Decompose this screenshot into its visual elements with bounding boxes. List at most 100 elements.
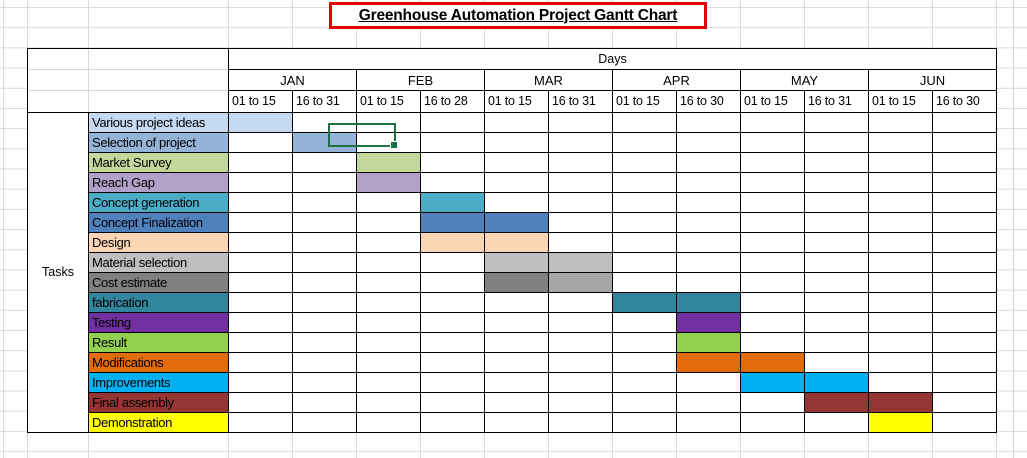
range-header-cell[interactable]: 16 to 30 <box>677 91 741 113</box>
gantt-empty-cell[interactable] <box>421 253 485 273</box>
gantt-empty-cell[interactable] <box>357 253 421 273</box>
gantt-empty-cell[interactable] <box>549 133 613 153</box>
gantt-empty-cell[interactable] <box>293 353 357 373</box>
range-header-cell[interactable]: 16 to 31 <box>805 91 869 113</box>
gantt-empty-cell[interactable] <box>229 173 293 193</box>
range-header-cell[interactable]: 16 to 30 <box>933 91 997 113</box>
gantt-bar-cell[interactable] <box>613 293 677 313</box>
gantt-empty-cell[interactable] <box>933 273 997 293</box>
gantt-empty-cell[interactable] <box>421 173 485 193</box>
task-name-cell[interactable]: Selection of project <box>89 133 229 153</box>
range-header-cell[interactable]: 16 to 28 <box>421 91 485 113</box>
gantt-empty-cell[interactable] <box>229 333 293 353</box>
gantt-bar-cell[interactable] <box>421 213 485 233</box>
gantt-empty-cell[interactable] <box>485 173 549 193</box>
range-header-cell[interactable]: 01 to 15 <box>869 91 933 113</box>
month-header-cell-mar[interactable]: MAR <box>485 70 613 91</box>
gantt-empty-cell[interactable] <box>805 353 869 373</box>
gantt-empty-cell[interactable] <box>933 333 997 353</box>
gantt-bar-cell[interactable] <box>357 153 421 173</box>
task-name-cell[interactable]: Demonstration <box>89 413 229 433</box>
gantt-empty-cell[interactable] <box>677 113 741 133</box>
gantt-empty-cell[interactable] <box>229 293 293 313</box>
gantt-empty-cell[interactable] <box>229 353 293 373</box>
gantt-bar-cell[interactable] <box>485 213 549 233</box>
gantt-bar-cell[interactable] <box>869 393 933 413</box>
gantt-empty-cell[interactable] <box>741 253 805 273</box>
gantt-empty-cell[interactable] <box>869 133 933 153</box>
gantt-empty-cell[interactable] <box>485 133 549 153</box>
task-name-cell[interactable]: Result <box>89 333 229 353</box>
gantt-empty-cell[interactable] <box>293 113 357 133</box>
gantt-empty-cell[interactable] <box>933 393 997 413</box>
gantt-empty-cell[interactable] <box>869 113 933 133</box>
gantt-empty-cell[interactable] <box>613 333 677 353</box>
task-name-cell[interactable]: fabrication <box>89 293 229 313</box>
gantt-empty-cell[interactable] <box>613 233 677 253</box>
gantt-empty-cell[interactable] <box>549 293 613 313</box>
gantt-empty-cell[interactable] <box>549 173 613 193</box>
gantt-empty-cell[interactable] <box>933 193 997 213</box>
month-header-cell-jun[interactable]: JUN <box>869 70 997 91</box>
gantt-bar-cell[interactable] <box>485 233 549 253</box>
gantt-empty-cell[interactable] <box>549 313 613 333</box>
gantt-empty-cell[interactable] <box>357 293 421 313</box>
gantt-empty-cell[interactable] <box>805 133 869 153</box>
gantt-empty-cell[interactable] <box>357 133 421 153</box>
gantt-bar-cell[interactable] <box>485 273 549 293</box>
gantt-empty-cell[interactable] <box>933 133 997 153</box>
gantt-empty-cell[interactable] <box>421 133 485 153</box>
gantt-empty-cell[interactable] <box>357 333 421 353</box>
gantt-empty-cell[interactable] <box>613 113 677 133</box>
month-header-cell-apr[interactable]: APR <box>613 70 741 91</box>
gantt-empty-cell[interactable] <box>933 413 997 433</box>
gantt-empty-cell[interactable] <box>229 273 293 293</box>
gantt-empty-cell[interactable] <box>677 233 741 253</box>
task-name-cell[interactable]: Concept Finalization <box>89 213 229 233</box>
task-name-cell[interactable]: Material selection <box>89 253 229 273</box>
gantt-bar-cell[interactable] <box>741 353 805 373</box>
gantt-empty-cell[interactable] <box>805 273 869 293</box>
gantt-empty-cell[interactable] <box>677 153 741 173</box>
gantt-empty-cell[interactable] <box>549 233 613 253</box>
gantt-empty-cell[interactable] <box>805 213 869 233</box>
gantt-empty-cell[interactable] <box>549 193 613 213</box>
gantt-empty-cell[interactable] <box>613 213 677 233</box>
gantt-empty-cell[interactable] <box>421 373 485 393</box>
gantt-empty-cell[interactable] <box>741 173 805 193</box>
gantt-empty-cell[interactable] <box>293 413 357 433</box>
gantt-empty-cell[interactable] <box>485 113 549 133</box>
gantt-empty-cell[interactable] <box>613 313 677 333</box>
gantt-empty-cell[interactable] <box>357 273 421 293</box>
gantt-empty-cell[interactable] <box>741 133 805 153</box>
gantt-empty-cell[interactable] <box>933 233 997 253</box>
gantt-empty-cell[interactable] <box>613 133 677 153</box>
month-header-cell-feb[interactable]: FEB <box>357 70 485 91</box>
gantt-empty-cell[interactable] <box>805 413 869 433</box>
gantt-empty-cell[interactable] <box>741 413 805 433</box>
gantt-empty-cell[interactable] <box>421 393 485 413</box>
gantt-empty-cell[interactable] <box>613 393 677 413</box>
gantt-empty-cell[interactable] <box>741 213 805 233</box>
gantt-empty-cell[interactable] <box>293 373 357 393</box>
gantt-empty-cell[interactable] <box>485 393 549 413</box>
gantt-empty-cell[interactable] <box>933 173 997 193</box>
gantt-empty-cell[interactable] <box>677 413 741 433</box>
task-name-cell[interactable]: Testing <box>89 313 229 333</box>
gantt-bar-cell[interactable] <box>805 373 869 393</box>
range-header-cell[interactable]: 01 to 15 <box>357 91 421 113</box>
gantt-empty-cell[interactable] <box>357 413 421 433</box>
gantt-empty-cell[interactable] <box>613 153 677 173</box>
gantt-empty-cell[interactable] <box>677 273 741 293</box>
gantt-empty-cell[interactable] <box>293 253 357 273</box>
gantt-empty-cell[interactable] <box>741 233 805 253</box>
gantt-bar-cell[interactable] <box>869 413 933 433</box>
gantt-empty-cell[interactable] <box>229 153 293 173</box>
gantt-empty-cell[interactable] <box>869 153 933 173</box>
gantt-empty-cell[interactable] <box>869 233 933 253</box>
gantt-empty-cell[interactable] <box>229 233 293 253</box>
task-name-cell[interactable]: Improvements <box>89 373 229 393</box>
task-name-cell[interactable]: Modifications <box>89 353 229 373</box>
header-corner-block[interactable] <box>28 49 229 113</box>
gantt-empty-cell[interactable] <box>613 193 677 213</box>
